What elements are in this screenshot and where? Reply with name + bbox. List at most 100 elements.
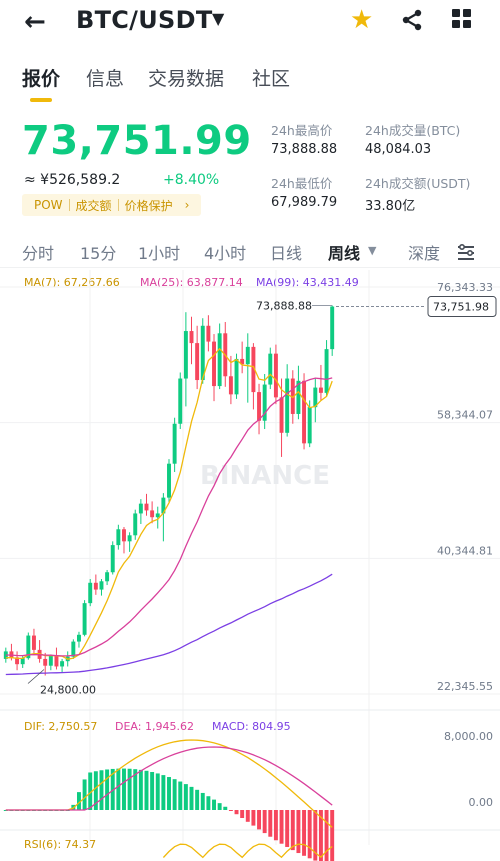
macd-histogram-bar	[82, 779, 87, 810]
candle	[234, 353, 239, 399]
candle	[313, 378, 318, 423]
macd-histogram-bar	[172, 779, 177, 810]
candle-body	[48, 655, 53, 666]
macd-histogram-bar	[195, 789, 200, 810]
candle-body	[285, 378, 290, 433]
candle	[302, 373, 307, 450]
candle-body	[307, 407, 312, 444]
dif-legend: DIF: 2,750.57	[24, 720, 98, 733]
interval-depth[interactable]: 深度	[408, 244, 441, 263]
macd-histogram-bar	[212, 799, 216, 810]
candle-body	[167, 463, 171, 498]
candlestick-chart[interactable]: BINANCE 73,888.88 73,751.98 24,800.00 76,3…	[0, 270, 500, 861]
caret-down-icon[interactable]: ▼	[368, 244, 377, 257]
candle-body	[206, 325, 211, 342]
macd-histogram-bar	[228, 810, 233, 811]
candle	[105, 569, 110, 586]
candle-body	[234, 358, 239, 395]
binance-watermark: BINANCE	[200, 461, 330, 491]
macd-histogram-bar	[217, 803, 222, 810]
macd-histogram-bar	[307, 810, 312, 859]
tab-quote[interactable]: 报价	[22, 68, 61, 90]
ma7-legend: MA(7): 67,267.66	[24, 276, 120, 289]
ma99-legend: MA(99): 43,431.49	[256, 276, 359, 289]
candle	[217, 323, 222, 390]
interval-1h[interactable]: 1小时	[138, 244, 181, 263]
candle-body	[324, 349, 329, 393]
macd-histogram-bar	[302, 810, 307, 856]
interval-1w[interactable]: 周线	[328, 244, 361, 263]
candle-body	[273, 353, 278, 398]
candle-body	[150, 510, 155, 518]
candle-body	[138, 503, 143, 514]
macd-pane: 8,000.00 0.00	[3, 730, 493, 861]
candle	[240, 341, 245, 374]
candle	[262, 374, 267, 430]
candle-body	[127, 535, 132, 542]
macd-histogram-bar	[127, 768, 132, 810]
back-arrow-icon[interactable]: ←	[24, 7, 46, 37]
interval-time[interactable]: 分时	[22, 244, 55, 263]
candle-body	[26, 635, 31, 659]
pair-title[interactable]: BTC/USDT	[76, 6, 213, 34]
candle	[48, 654, 53, 671]
badge-price-protect[interactable]: 价格保护	[124, 198, 173, 213]
candle	[110, 541, 115, 575]
price-markers: 73,888.88 73,751.98 24,800.00	[27, 296, 497, 697]
candle	[138, 499, 143, 524]
macd-histogram-bar	[189, 786, 194, 810]
high-marker-label: 73,888.88	[256, 300, 312, 313]
candle-body	[240, 358, 245, 365]
high-value: 73,888.88	[271, 142, 338, 157]
low-marker-label: 24,800.00	[40, 684, 96, 697]
macd-histogram-bar	[273, 810, 278, 841]
interval-4h[interactable]: 4小时	[204, 244, 247, 263]
settings-sliders-icon[interactable]	[456, 243, 476, 261]
price-change: +8.40%	[163, 172, 220, 188]
tab-info[interactable]: 信息	[86, 68, 125, 90]
vol-btc-label: 24h成交量(BTC)	[365, 123, 461, 138]
candle	[212, 334, 216, 402]
star-icon[interactable]: ★	[350, 5, 374, 35]
candle-body	[172, 423, 177, 464]
badge-divider	[117, 199, 119, 211]
candle-body	[161, 497, 166, 514]
candle	[54, 647, 59, 670]
vol-btc-value: 48,084.03	[365, 142, 432, 157]
candle-body	[228, 376, 233, 395]
candle	[99, 579, 104, 596]
candle	[189, 316, 194, 365]
vol-usdt-value: 33.80亿	[365, 199, 416, 214]
candle-body	[183, 331, 188, 379]
candle-body	[302, 380, 307, 444]
badge-pow[interactable]: POW	[34, 198, 63, 212]
macd-histogram-bar	[161, 775, 166, 810]
candle	[285, 364, 290, 437]
share-icon[interactable]	[400, 8, 424, 32]
interval-1d[interactable]: 日线	[270, 244, 303, 263]
candle-body	[262, 384, 267, 421]
y-axis-tick: 76,343.33	[437, 281, 493, 294]
macd-histogram-bar	[296, 810, 301, 854]
candle-body	[268, 353, 273, 385]
candle-body	[200, 325, 205, 381]
macd-histogram-bar	[88, 772, 93, 810]
grid-icon[interactable]	[452, 9, 472, 29]
last-price-label: 73,751.98	[433, 301, 489, 314]
chevron-right-icon[interactable]: ›	[184, 198, 190, 212]
tab-community[interactable]: 社区	[252, 68, 291, 90]
interval-15m[interactable]: 15分	[80, 244, 117, 263]
tab-trade-data[interactable]: 交易数据	[148, 68, 225, 90]
ma25-legend: MA(25): 63,877.14	[140, 276, 243, 289]
candle-body	[217, 333, 222, 387]
candle-body	[144, 503, 149, 511]
caret-down-icon[interactable]: ▼	[212, 9, 225, 28]
macd-histogram-bar	[76, 792, 81, 810]
tag-badges[interactable]: POW 成交额 价格保护 ›	[22, 194, 202, 216]
macd-histogram-bar	[285, 810, 290, 847]
badge-volume[interactable]: 成交额	[75, 198, 112, 213]
macd-histogram-bar	[110, 768, 115, 810]
candle-body	[105, 572, 110, 582]
vol-usdt-label: 24h成交额(USDT)	[365, 176, 471, 191]
candle	[172, 417, 177, 472]
